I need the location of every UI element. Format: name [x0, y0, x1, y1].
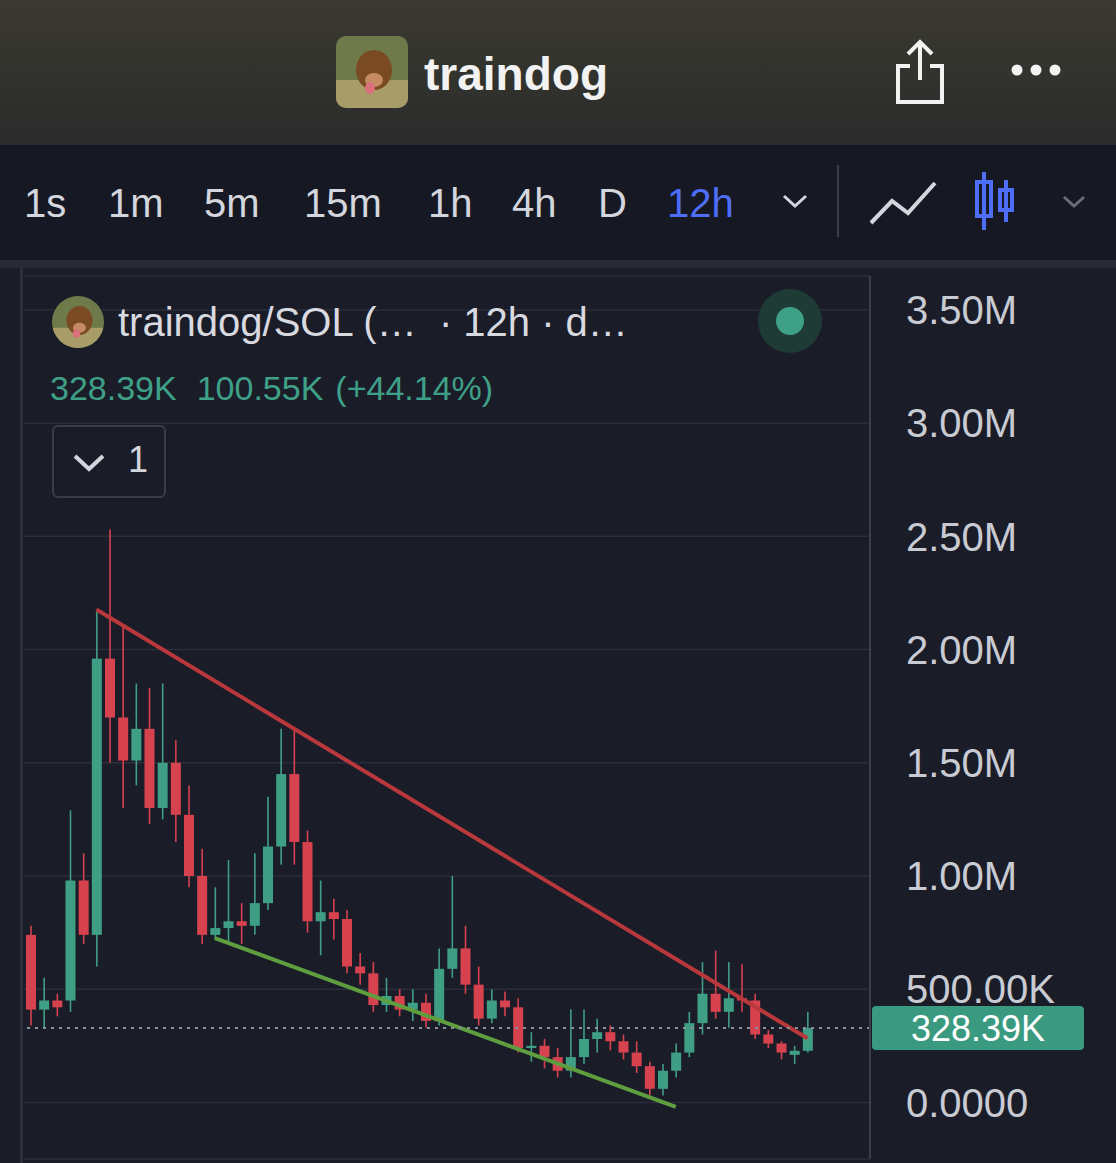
html-text:15m: 15m: [304, 181, 382, 225]
html-text:traindog: traindog: [424, 48, 608, 100]
svg-text:328.39K: 328.39K: [911, 1008, 1045, 1049]
svg-text:0.0000: 0.0000: [906, 1081, 1028, 1125]
svg-text:1.50M: 1.50M: [906, 741, 1017, 785]
html-text:328.39K: 328.39K: [50, 369, 177, 407]
html-text:D: D: [598, 181, 627, 225]
html-text:traindog/SOL (… · 12h · d…: traindog/SOL (… · 12h · d…: [118, 300, 628, 344]
html-text:1: 1: [128, 439, 148, 480]
html-text:1m: 1m: [108, 181, 164, 225]
svg-text:3.50M: 3.50M: [906, 288, 1017, 332]
svg-text:1.00M: 1.00M: [906, 854, 1017, 898]
svg-text:3.00M: 3.00M: [906, 401, 1017, 445]
html-text:1s: 1s: [24, 181, 67, 225]
svg-text:2.50M: 2.50M: [906, 515, 1017, 559]
html-text:4h: 4h: [512, 181, 557, 225]
html-text:100.55K (+44.14%): 100.55K (+44.14%): [196, 369, 494, 407]
html-text:1h: 1h: [428, 181, 473, 225]
svg-text:2.00M: 2.00M: [906, 628, 1017, 672]
svg-text:500.00K: 500.00K: [906, 967, 1055, 1011]
html-text:12h: 12h: [667, 181, 734, 225]
html-text:5m: 5m: [204, 181, 260, 225]
